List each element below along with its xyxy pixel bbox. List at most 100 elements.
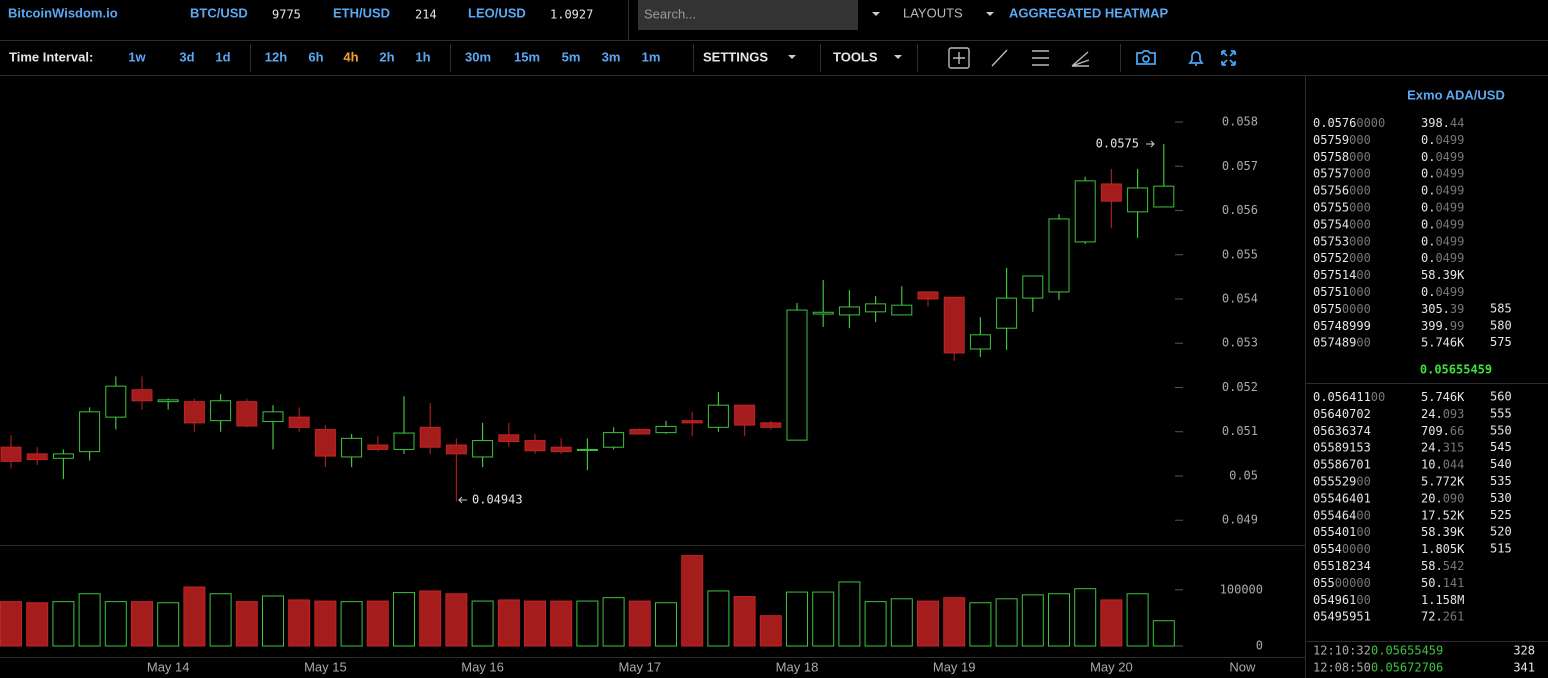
- ticker-pair[interactable]: BTC/USD: [190, 5, 248, 20]
- book-depth: 530: [1490, 491, 1512, 505]
- book-cell: 0.0499: [1421, 200, 1464, 214]
- interval-button[interactable]: 1h: [415, 49, 430, 64]
- book-row: 05540000 1.805K 515: [1313, 542, 1512, 556]
- book-cell: 5.746K: [1421, 335, 1465, 349]
- text-part: 000: [1349, 132, 1371, 146]
- book-depth: 540: [1490, 457, 1512, 471]
- ticker-pair[interactable]: ETH/USD: [333, 5, 390, 20]
- fan-tool[interactable]: [1071, 51, 1090, 67]
- heatmap-link[interactable]: AGGREGATED HEATMAP: [1009, 5, 1168, 20]
- interval-button[interactable]: 5m: [562, 49, 581, 64]
- book-cell: 0.0499: [1421, 251, 1464, 265]
- interval-button[interactable]: 1m: [642, 49, 661, 64]
- interval-button[interactable]: 4h: [343, 49, 358, 64]
- candle-body: [812, 311, 834, 315]
- toolbar-separators: [250, 44, 1121, 72]
- book-cell: 05540100: [1313, 525, 1371, 539]
- y-tick-label: 0.054: [1222, 291, 1258, 305]
- text-part: 99: [1450, 318, 1464, 332]
- book-cell: 0.0499: [1421, 183, 1464, 197]
- book-cell: 20.090: [1421, 491, 1464, 505]
- text-part: 24.: [1421, 440, 1443, 454]
- candle-body: [891, 304, 913, 316]
- text-part: 000: [1349, 234, 1371, 248]
- candle-body: [262, 411, 284, 423]
- volume-bar: [314, 600, 337, 647]
- volume-bar: [445, 593, 468, 647]
- volume-bar: [1048, 593, 1070, 647]
- volume-bar: [104, 601, 127, 647]
- text-part: 5.772K: [1421, 474, 1465, 488]
- interval-button[interactable]: 3d: [179, 49, 194, 64]
- line-tool[interactable]: [991, 49, 1008, 67]
- volume-bar: [1126, 593, 1149, 647]
- candle-body: [367, 444, 389, 450]
- book-cell: 05546401: [1313, 491, 1371, 505]
- text-part: 44: [1450, 116, 1464, 130]
- drawing-tools[interactable]: [948, 47, 1236, 69]
- interval-button[interactable]: 1d: [215, 49, 230, 64]
- trade-price: 0.05655459: [1371, 644, 1443, 658]
- text-part: 05751: [1313, 285, 1349, 299]
- volume-bar: [943, 597, 966, 647]
- y-tick-label: 0.056: [1222, 203, 1258, 217]
- text-part: 66: [1450, 423, 1464, 437]
- book-cell: 05751400: [1313, 268, 1371, 282]
- levels-tool[interactable]: [1032, 50, 1049, 66]
- interval-button[interactable]: 3m: [602, 49, 621, 64]
- text-part: 0.: [1421, 149, 1435, 163]
- book-cell: 05546400: [1313, 508, 1371, 522]
- interval-button[interactable]: 12h: [265, 49, 287, 64]
- volume-bar: [1074, 588, 1097, 647]
- text-part: 05495951: [1313, 609, 1371, 623]
- candle-body: [157, 399, 179, 403]
- volume-bar: [471, 600, 494, 647]
- candle-body: [786, 309, 808, 441]
- interval-label: Time Interval:: [9, 49, 93, 64]
- book-depth: 525: [1490, 508, 1512, 522]
- volume-bar: [393, 592, 415, 647]
- y-tick-label: 0.051: [1222, 424, 1258, 438]
- interval-button[interactable]: 15m: [514, 49, 540, 64]
- settings-menu[interactable]: SETTINGS: [703, 49, 768, 64]
- camera-button[interactable]: [1136, 50, 1156, 65]
- interval-button[interactable]: 30m: [465, 49, 491, 64]
- book-row: 0.05641100 5.746K 560: [1313, 390, 1512, 404]
- ticker-price: 214: [415, 8, 437, 22]
- book-row: 05640702 24.093 555: [1313, 406, 1512, 420]
- volume-bar: [602, 597, 625, 647]
- interval-button[interactable]: 2h: [379, 49, 394, 64]
- fullscreen-button[interactable]: [1221, 50, 1236, 66]
- text-part: 0.: [1421, 217, 1435, 231]
- text-part: 000: [1349, 149, 1371, 163]
- book-cell: 05751000: [1313, 285, 1371, 299]
- candle-body: [943, 296, 965, 354]
- volume-bar: [576, 600, 599, 647]
- ticker-pair[interactable]: LEO/USD: [468, 5, 526, 20]
- candle-body: [838, 306, 860, 316]
- search-placeholder: Search...: [644, 6, 696, 21]
- tools-menu[interactable]: TOOLS: [833, 49, 878, 64]
- book-cell: 05757000: [1313, 166, 1371, 180]
- book-row: 05756000 0.0499: [1313, 183, 1464, 197]
- volume-bar: [1100, 599, 1123, 647]
- layouts-menu[interactable]: LAYOUTS: [903, 5, 963, 20]
- text-part: 0.: [1421, 251, 1435, 265]
- book-cell: 1.158M: [1421, 592, 1464, 606]
- book-depth: 535: [1490, 474, 1512, 488]
- alert-button[interactable]: [1188, 51, 1204, 66]
- crosshair-tool[interactable]: [948, 47, 970, 69]
- brand[interactable]: BitcoinWisdom.io: [8, 5, 118, 20]
- interval-button[interactable]: 6h: [308, 49, 323, 64]
- book-row: 05636374 709.66 550: [1313, 423, 1512, 437]
- book-cell: 05748900: [1313, 335, 1371, 349]
- y-tick-label: 0.05: [1229, 468, 1258, 482]
- text-part: 5.746K: [1421, 335, 1465, 349]
- interval-button[interactable]: 1w: [128, 49, 146, 64]
- book-row: 05586701 10.044 540: [1313, 457, 1512, 471]
- book-row: 05748999 399.99 580: [1313, 318, 1512, 332]
- text-part: 05589153: [1313, 440, 1371, 454]
- book-cell: 24.315: [1421, 440, 1464, 454]
- text-part: 39: [1450, 301, 1464, 315]
- search-box[interactable]: [638, 0, 858, 30]
